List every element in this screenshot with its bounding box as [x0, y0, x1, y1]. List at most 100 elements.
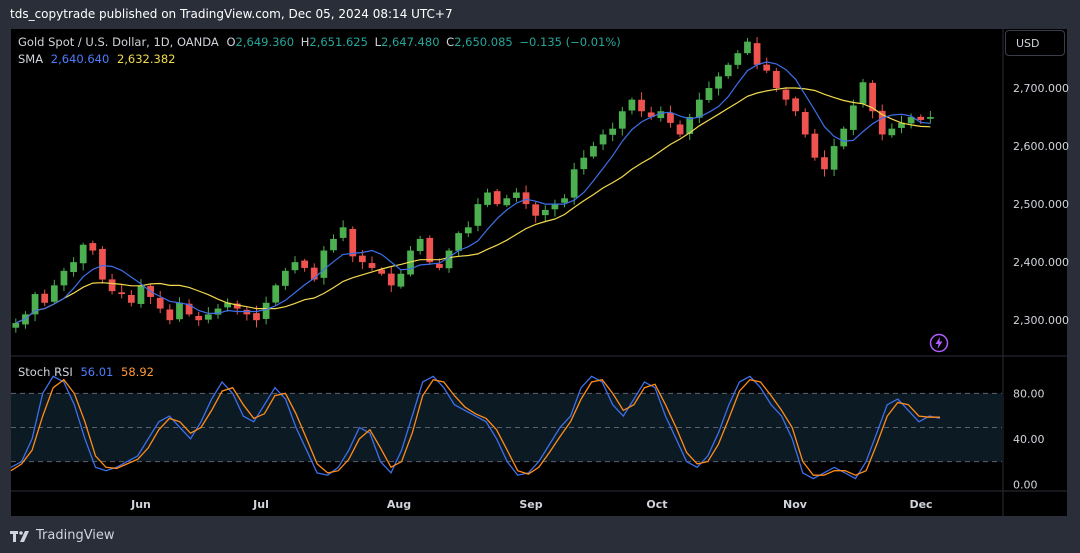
stoch-tick-label: 0.00: [1013, 478, 1038, 491]
time-axis: Jun Jul Aug Sep Oct Nov Dec: [130, 498, 932, 511]
candle-body: [657, 111, 665, 119]
candle-body: [493, 191, 501, 205]
stoch-axis: 80.00 40.00 0.00: [1013, 387, 1045, 491]
stoch-tick-label: 40.00: [1013, 433, 1045, 446]
candle-body: [378, 269, 386, 274]
time-tick-label: Oct: [646, 498, 667, 511]
candle-body: [715, 76, 722, 89]
candle-body: [464, 227, 472, 234]
candle-body: [253, 313, 260, 321]
brand-name: TradingView: [36, 528, 115, 543]
candle-body: [445, 250, 453, 269]
price-tick-label: 2,500.000: [1013, 198, 1069, 211]
candle-body: [330, 238, 337, 251]
open-label: O: [226, 35, 236, 49]
symbol-title: Gold Spot / U.S. Dollar, 1D, OANDA: [18, 35, 219, 49]
candle-body: [686, 117, 694, 134]
candle-body: [878, 110, 886, 135]
change-value: −0.135 (−0.01%): [519, 35, 621, 49]
tradingview-logo-icon: [10, 530, 30, 542]
candle-body: [541, 209, 549, 216]
candle-body: [849, 105, 857, 130]
candle-body: [272, 285, 280, 303]
candle-body: [156, 297, 164, 309]
stoch-label: Stoch RSI: [18, 365, 73, 379]
high-value: 2,651.625: [309, 35, 368, 49]
candle-body: [407, 250, 414, 275]
time-tick-label: Aug: [387, 498, 411, 511]
tradingview-brand[interactable]: TradingView: [10, 528, 115, 543]
candle-body: [599, 134, 607, 145]
publish-bar: tds_copytrade published on TradingView.c…: [0, 0, 1080, 28]
stoch-d-line: [10, 378, 940, 476]
candle-body: [233, 303, 241, 309]
candle-body: [12, 323, 20, 328]
low-label: L: [374, 35, 381, 49]
price-tick-label: 2,700.000: [1013, 82, 1069, 95]
sma-legend[interactable]: SMA 2,640.640 2,632.382: [18, 52, 175, 66]
candle-body: [60, 270, 68, 286]
stoch-d-value: 58.92: [121, 365, 154, 379]
candle-body: [214, 308, 222, 315]
candle-body: [772, 70, 780, 89]
lightning-icon[interactable]: [929, 333, 949, 353]
stoch-tick-label: 80.00: [1013, 387, 1045, 400]
candle-body: [70, 262, 77, 273]
candle-body: [320, 250, 328, 278]
candle-body: [811, 133, 819, 158]
stoch-k-value: 56.01: [80, 365, 114, 379]
price-tick-label: 2,400.000: [1013, 256, 1069, 269]
candle-body: [118, 292, 126, 295]
time-tick-label: Jun: [130, 498, 151, 511]
candle-body: [907, 117, 915, 124]
candle-body: [387, 273, 395, 286]
sma-fast-line: [15, 61, 931, 324]
candle-body: [89, 243, 97, 251]
candle-body: [474, 204, 482, 226]
candle-body: [705, 88, 713, 101]
price-pane: [10, 29, 1068, 516]
stoch-legend[interactable]: Stoch RSI 56.01 58.92: [18, 365, 154, 379]
time-tick-label: Dec: [909, 498, 932, 511]
sma-slow-value: 2,632.382: [116, 52, 176, 66]
candle-body: [243, 309, 251, 315]
candle-body: [570, 169, 578, 198]
candle-body: [204, 314, 212, 320]
symbol-legend[interactable]: Gold Spot / U.S. Dollar, 1D, OANDA O2,64…: [18, 35, 621, 49]
candle-body: [185, 303, 193, 315]
currency-button[interactable]: USD: [1005, 30, 1065, 56]
candle-body: [195, 315, 203, 321]
candle-body: [127, 294, 135, 303]
candle-body: [590, 146, 597, 157]
candle-body: [753, 43, 761, 65]
candle-body: [532, 204, 540, 216]
open-value: 2,649.360: [235, 35, 295, 49]
candle-body: [503, 198, 511, 206]
candle-body: [647, 112, 655, 118]
candle-body: [628, 99, 636, 111]
candle-body: [609, 128, 617, 135]
time-tick-label: Nov: [783, 498, 808, 511]
candle-body: [484, 192, 491, 205]
candle-body: [821, 157, 828, 170]
low-value: 2,647.480: [380, 35, 440, 49]
sma-fast-value: 2,640.640: [50, 52, 110, 66]
candle-body: [561, 198, 568, 203]
publisher-text: tds_copytrade published on TradingView.c…: [10, 7, 453, 21]
close-value: 2,650.085: [454, 35, 513, 49]
candle-body: [339, 227, 347, 238]
candle-body: [99, 248, 106, 280]
candle-body: [522, 192, 530, 205]
candle-body: [79, 244, 87, 264]
candle-body: [176, 302, 183, 320]
candle-body: [416, 238, 424, 252]
time-tick-label: Sep: [519, 498, 542, 511]
candle-body: [22, 314, 29, 325]
candle-body: [667, 112, 674, 123]
candle-body: [41, 293, 49, 303]
close-label: C: [446, 35, 455, 49]
candle-body: [676, 124, 684, 135]
high-label: H: [300, 35, 310, 49]
candle-body: [898, 122, 905, 128]
